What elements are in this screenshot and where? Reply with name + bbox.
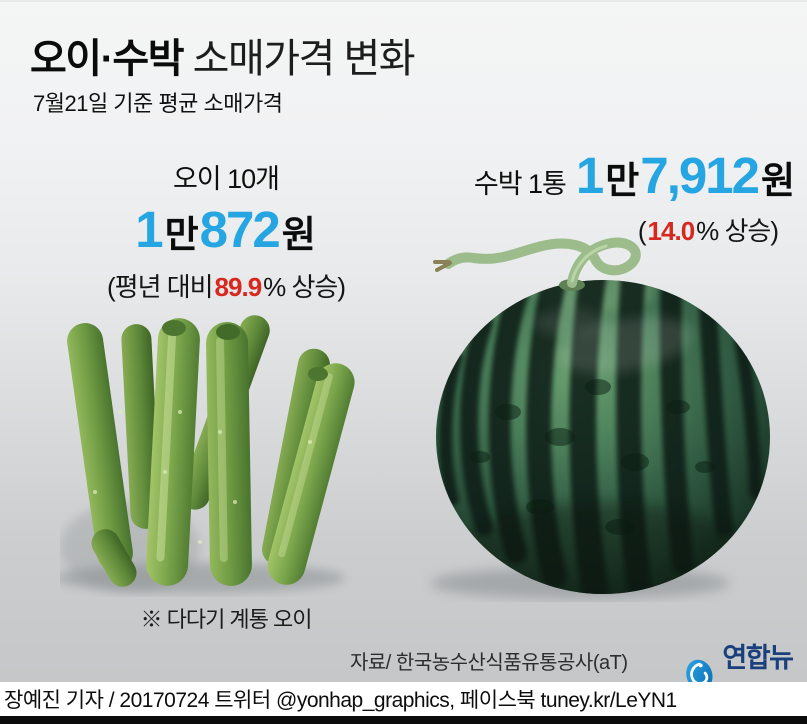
cucumber-change-suffix: % 상승) [263,272,346,302]
title-bold: 오이·수박 [30,37,185,81]
cucumber-price-unit1: 만 [164,214,199,255]
cucumber-price-num1: 1 [135,201,163,258]
page-title: 오이·수박 소매가격 변화 [30,26,416,84]
cucumber-price-block: 오이 10개 1 만 872 원 (평년 대비89.9% 상승) [58,157,394,304]
cucumber-price-unit2: 원 [281,214,316,255]
watermelon-price-line: 수박 1통 1 만 7,912 원 [438,150,796,201]
cucumber-change: (평년 대비89.9% 상승) [58,267,394,304]
cucumber-label: 오이 10개 [172,164,280,194]
watermelon-label: 수박 1통 [473,169,567,199]
watermelon-change-prefix: ( [637,216,647,246]
cucumber-change-value: 89.9 [214,272,263,302]
watermelon-price-block: 수박 1통 1 만 7,912 원 (14.0% 상승) [438,150,796,248]
watermelon-change-value: 14.0 [647,216,696,246]
watermelon-price-unit1: 만 [605,160,639,201]
watermelon-price-unit2: 원 [760,160,795,201]
title-rest: 소매가격 변화 [183,37,416,81]
credit-strip: 장예진 기자 / 20170724 트위터 @yonhap_graphics, … [0,682,807,716]
watermelon-price-num2: 7,912 [640,147,760,204]
cucumbers-image [60,315,355,593]
subtitle: 7월21일 기준 평균 소매가격 [33,91,283,116]
watermelon-stem [433,237,641,291]
byline-credit: 장예진 기자 / 20170724 트위터 @yonhap_graphics, … [4,689,677,712]
watermelon-change-suffix: % 상승) [696,216,779,246]
cucumber-price-num2: 872 [199,201,281,258]
cucumber-price-line: 1 만 872 원 [58,204,394,255]
watermelon-change: (14.0% 상승) [438,211,796,248]
watermelon-price-num1: 1 [575,147,604,204]
source-credit: 자료/ 한국농수산식품유통공사(aT) [350,652,628,674]
cucumber-note: ※ 다다기 계통 오이 [140,607,312,632]
bottom-bar [0,716,807,724]
watermelon-image [430,237,770,599]
cucumber-change-prefix: (평년 대비 [106,272,214,302]
